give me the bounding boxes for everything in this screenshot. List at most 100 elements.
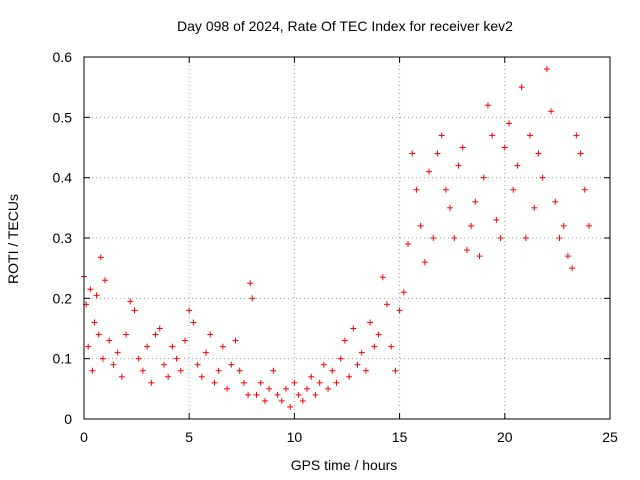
data-point [173, 355, 180, 362]
y-tick-label: 0.2 [53, 290, 73, 306]
data-point [383, 301, 390, 308]
data-point [232, 337, 239, 344]
data-point [156, 325, 163, 332]
data-point [421, 259, 428, 266]
data-point [480, 174, 487, 181]
data-point [548, 108, 555, 115]
data-point [379, 274, 386, 281]
data-point [135, 355, 142, 362]
data-point [270, 367, 277, 374]
data-point [316, 379, 323, 386]
data-point [531, 204, 538, 211]
data-point [585, 222, 592, 229]
data-point [573, 132, 580, 139]
data-point [577, 150, 584, 157]
chart-title: Day 098 of 2024, Rate Of TEC Index for r… [177, 18, 513, 34]
data-point [417, 222, 424, 229]
data-point [299, 397, 306, 404]
data-point [510, 186, 517, 193]
data-point [144, 343, 151, 350]
data-point [400, 289, 407, 296]
data-point [152, 331, 159, 338]
data-point [463, 247, 470, 254]
data-point [278, 397, 285, 404]
data-point [177, 367, 184, 374]
data-point [215, 367, 222, 374]
grid-lines [84, 57, 610, 419]
data-point [320, 361, 327, 368]
data-point [240, 379, 247, 386]
y-tick-label: 0.6 [53, 49, 73, 65]
data-point [430, 235, 437, 241]
data-points [81, 66, 592, 410]
data-point [245, 391, 252, 398]
x-tick-label: 25 [602, 429, 618, 445]
data-point [123, 331, 130, 338]
y-tick-label: 0.3 [53, 230, 73, 246]
data-point [110, 361, 117, 368]
x-tick-label: 10 [287, 429, 303, 445]
data-point [312, 391, 319, 398]
x-tick-label: 15 [392, 429, 408, 445]
data-point [569, 265, 576, 272]
data-point [106, 337, 113, 344]
data-point [501, 144, 508, 151]
data-point [160, 361, 167, 368]
data-point [198, 373, 205, 380]
data-point [203, 349, 210, 356]
data-point [341, 337, 348, 344]
data-point [186, 307, 193, 314]
x-tick-label: 5 [185, 429, 193, 445]
data-point [247, 280, 254, 287]
data-point [346, 373, 353, 380]
data-point [468, 222, 475, 229]
data-point [304, 385, 311, 392]
data-point [388, 343, 395, 350]
data-point [493, 216, 500, 223]
data-point [459, 144, 466, 151]
data-point [497, 235, 504, 241]
data-point [438, 132, 445, 139]
data-point [350, 325, 357, 332]
y-tick-label: 0 [64, 411, 72, 427]
data-point [148, 379, 155, 386]
data-point [99, 355, 106, 362]
data-point [165, 373, 172, 380]
data-point [274, 391, 281, 398]
y-axis-label: ROTI / TECUs [5, 194, 21, 284]
data-point [564, 253, 571, 260]
data-point [308, 373, 315, 380]
data-point [396, 307, 403, 314]
data-point [207, 331, 214, 338]
data-point [211, 379, 218, 386]
y-tick-label: 0.4 [53, 170, 73, 186]
data-point [543, 66, 550, 73]
data-point [89, 367, 96, 374]
data-point [114, 349, 121, 356]
data-point [371, 343, 378, 350]
data-point [426, 168, 433, 175]
data-point [169, 343, 176, 350]
data-point [118, 373, 125, 380]
data-point [291, 379, 298, 386]
data-point [325, 385, 332, 392]
data-point [484, 102, 491, 109]
data-point [392, 367, 399, 374]
data-point [539, 174, 546, 181]
data-point [413, 186, 420, 193]
data-point [518, 84, 525, 91]
data-point [405, 241, 412, 248]
data-point [253, 391, 260, 398]
data-point [489, 132, 496, 139]
data-point [451, 235, 458, 241]
data-point [91, 319, 98, 326]
data-point [295, 391, 302, 398]
data-point [224, 385, 231, 392]
x-tick-label: 20 [497, 429, 513, 445]
data-point [527, 132, 534, 139]
data-point [131, 307, 138, 314]
data-point [127, 298, 134, 305]
data-point [476, 253, 483, 260]
data-point [95, 331, 102, 338]
data-point [228, 361, 235, 368]
